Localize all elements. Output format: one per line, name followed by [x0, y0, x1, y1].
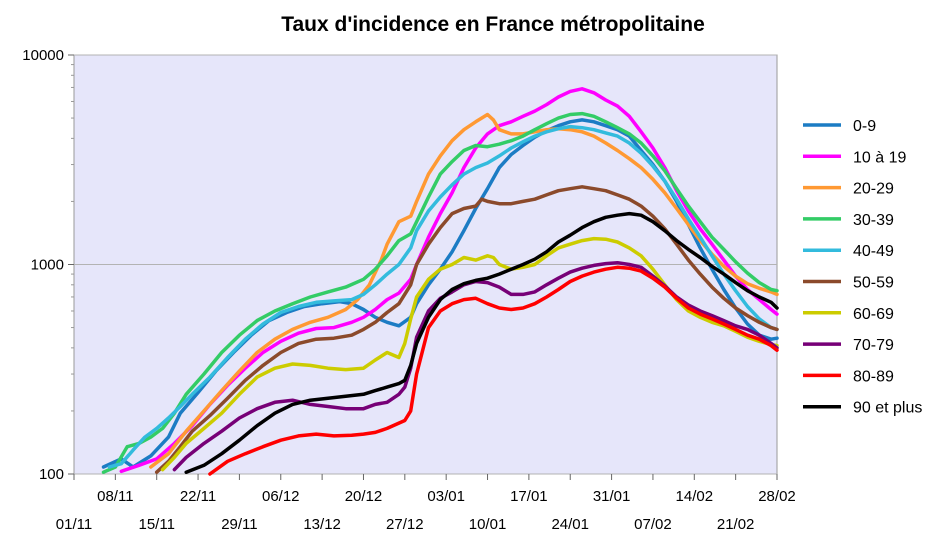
y-tick-label: 100	[39, 466, 64, 483]
x-tick-label-lower: 13/12	[303, 516, 341, 533]
legend-label: 80-89	[853, 368, 894, 385]
x-tick-label-lower: 15/11	[138, 516, 174, 533]
legend-label: 30-39	[853, 212, 894, 229]
series-line-30-39	[101, 111, 779, 474]
y-tick-label: 1000	[31, 257, 64, 274]
chart-title: Taux d'incidence en France métropolitain…	[281, 13, 705, 36]
x-tick-label-upper: 31/01	[593, 488, 631, 505]
legend-label: 0-9	[853, 118, 876, 135]
series-line-80-89	[208, 265, 779, 476]
series-line-40-49	[107, 124, 779, 469]
series-line-60-69	[160, 236, 779, 472]
legend: 0-9 10 à 19 20-29 30-39 40-49 50-59 60-69 70-79…	[803, 118, 922, 417]
x-tick-label-upper: 08/11	[97, 488, 133, 505]
y-gridlines	[74, 54, 777, 475]
legend-label: 50-59	[853, 275, 894, 292]
series-line-10-19	[119, 87, 779, 474]
legend-label: 40-49	[853, 243, 894, 260]
series-line-50-59	[154, 185, 779, 474]
x-tick-label-upper: 14/02	[676, 488, 714, 505]
legend-label: 20-29	[853, 181, 894, 198]
x-tick-label-upper: 28/02	[758, 488, 796, 505]
x-tick-label-upper: 06/12	[262, 488, 300, 505]
series-line-70-79	[172, 260, 779, 472]
x-tick-label-upper: 17/01	[510, 488, 548, 505]
legend-label: 70-79	[853, 337, 894, 354]
legend-label: 10 à 19	[853, 149, 906, 166]
x-tick-label-upper: 22/11	[180, 488, 216, 505]
y-tick-label: 10000	[22, 47, 64, 64]
x-tick-label-lower: 01/11	[56, 516, 92, 533]
x-tick-label-upper: 20/12	[345, 488, 383, 505]
legend-label: 60-69	[853, 306, 894, 323]
y-axis-ticks: 100 1000 10000	[22, 47, 74, 483]
x-tick-label-lower: 24/01	[551, 516, 589, 533]
x-tick-label-upper: 03/01	[427, 488, 465, 505]
legend-label: 90 et plus	[853, 400, 922, 417]
x-tick-label-lower: 29/11	[221, 516, 257, 533]
x-tick-label-lower: 10/01	[469, 516, 507, 533]
series-line-20-29	[149, 112, 779, 469]
x-tick-label-lower: 21/02	[717, 516, 755, 533]
x-axis-ticks: 08/11 22/11 06/12 20/12 03/01 17/01 31/01 14/02…	[56, 474, 796, 533]
series-line-90-et-plus	[184, 211, 779, 474]
x-tick-label-lower: 27/12	[386, 516, 424, 533]
x-tick-label-lower: 07/02	[634, 516, 672, 533]
series-lines	[101, 87, 779, 476]
